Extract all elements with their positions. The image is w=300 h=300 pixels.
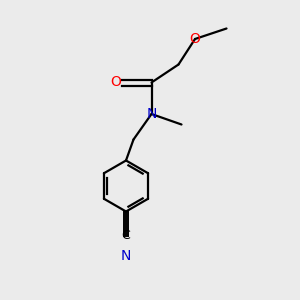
Text: O: O (190, 32, 200, 46)
Text: C: C (122, 229, 130, 242)
Text: N: N (121, 250, 131, 263)
Text: O: O (110, 76, 121, 89)
Text: N: N (146, 107, 157, 121)
